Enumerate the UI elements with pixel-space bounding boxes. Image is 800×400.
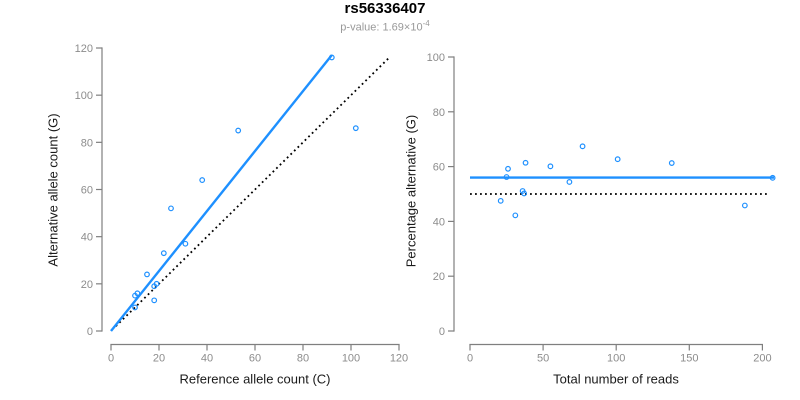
- data-point: [168, 205, 174, 212]
- y-tick-label: 100: [427, 52, 445, 64]
- y-tick-label: 120: [75, 43, 93, 55]
- y-tick-label: 40: [433, 216, 445, 228]
- data-point: [144, 271, 150, 278]
- x-tick-label: 120: [390, 353, 408, 365]
- y-tick-label: 0: [87, 326, 93, 338]
- x-tick-label: 150: [680, 353, 698, 365]
- data-point: [160, 250, 167, 257]
- x-tick-label: 80: [297, 353, 309, 365]
- identity-line: [115, 56, 391, 327]
- data-point: [497, 197, 504, 204]
- data-point: [614, 156, 621, 163]
- data-point: [668, 160, 675, 166]
- y-tick-label: 60: [81, 185, 93, 197]
- data-point: [547, 163, 554, 170]
- data-point: [512, 212, 519, 219]
- data-point: [579, 143, 586, 150]
- x-tick-label: 0: [108, 353, 114, 365]
- x-tick-label: 100: [342, 353, 360, 365]
- y-tick-label: 20: [433, 271, 445, 283]
- data-point: [132, 304, 138, 311]
- data-point: [566, 179, 573, 185]
- data-point: [352, 125, 359, 132]
- data-point: [328, 54, 335, 61]
- y-tick-label: 0: [439, 326, 445, 338]
- x-tick-label: 50: [537, 353, 549, 365]
- data-point: [153, 280, 160, 287]
- data-point: [151, 297, 158, 304]
- data-point: [503, 174, 510, 180]
- x-tick-label: 40: [201, 353, 213, 365]
- x-tick-label: 100: [607, 353, 625, 365]
- fit-line: [110, 54, 333, 332]
- x-tick-label: 60: [249, 353, 261, 365]
- data-point: [134, 290, 141, 297]
- y-tick-label: 80: [81, 137, 93, 149]
- data-point: [505, 165, 511, 172]
- panel-allele-counts: 0 20 40 60 80 100 120 0 20 40 60 80 100 120: [75, 43, 409, 364]
- x-tick-label: 200: [753, 353, 771, 365]
- y-tick-label: 40: [81, 232, 93, 244]
- y-tick-label: 20: [81, 279, 93, 291]
- panel-percentage-vs-reads: 0 20 40 60 80 100 0 50 100 150 200: [427, 52, 776, 365]
- y-tick-label: 80: [433, 107, 445, 119]
- data-point: [235, 127, 242, 134]
- x-tick-label: 20: [153, 353, 165, 365]
- data-point: [769, 174, 776, 181]
- y-tick-label: 100: [75, 90, 93, 102]
- x-tick-label: 0: [467, 353, 473, 365]
- data-point: [521, 190, 527, 197]
- data-point: [199, 177, 206, 183]
- data-point: [182, 240, 189, 247]
- data-point: [741, 202, 748, 209]
- data-point: [522, 159, 529, 166]
- y-tick-label: 60: [433, 162, 445, 174]
